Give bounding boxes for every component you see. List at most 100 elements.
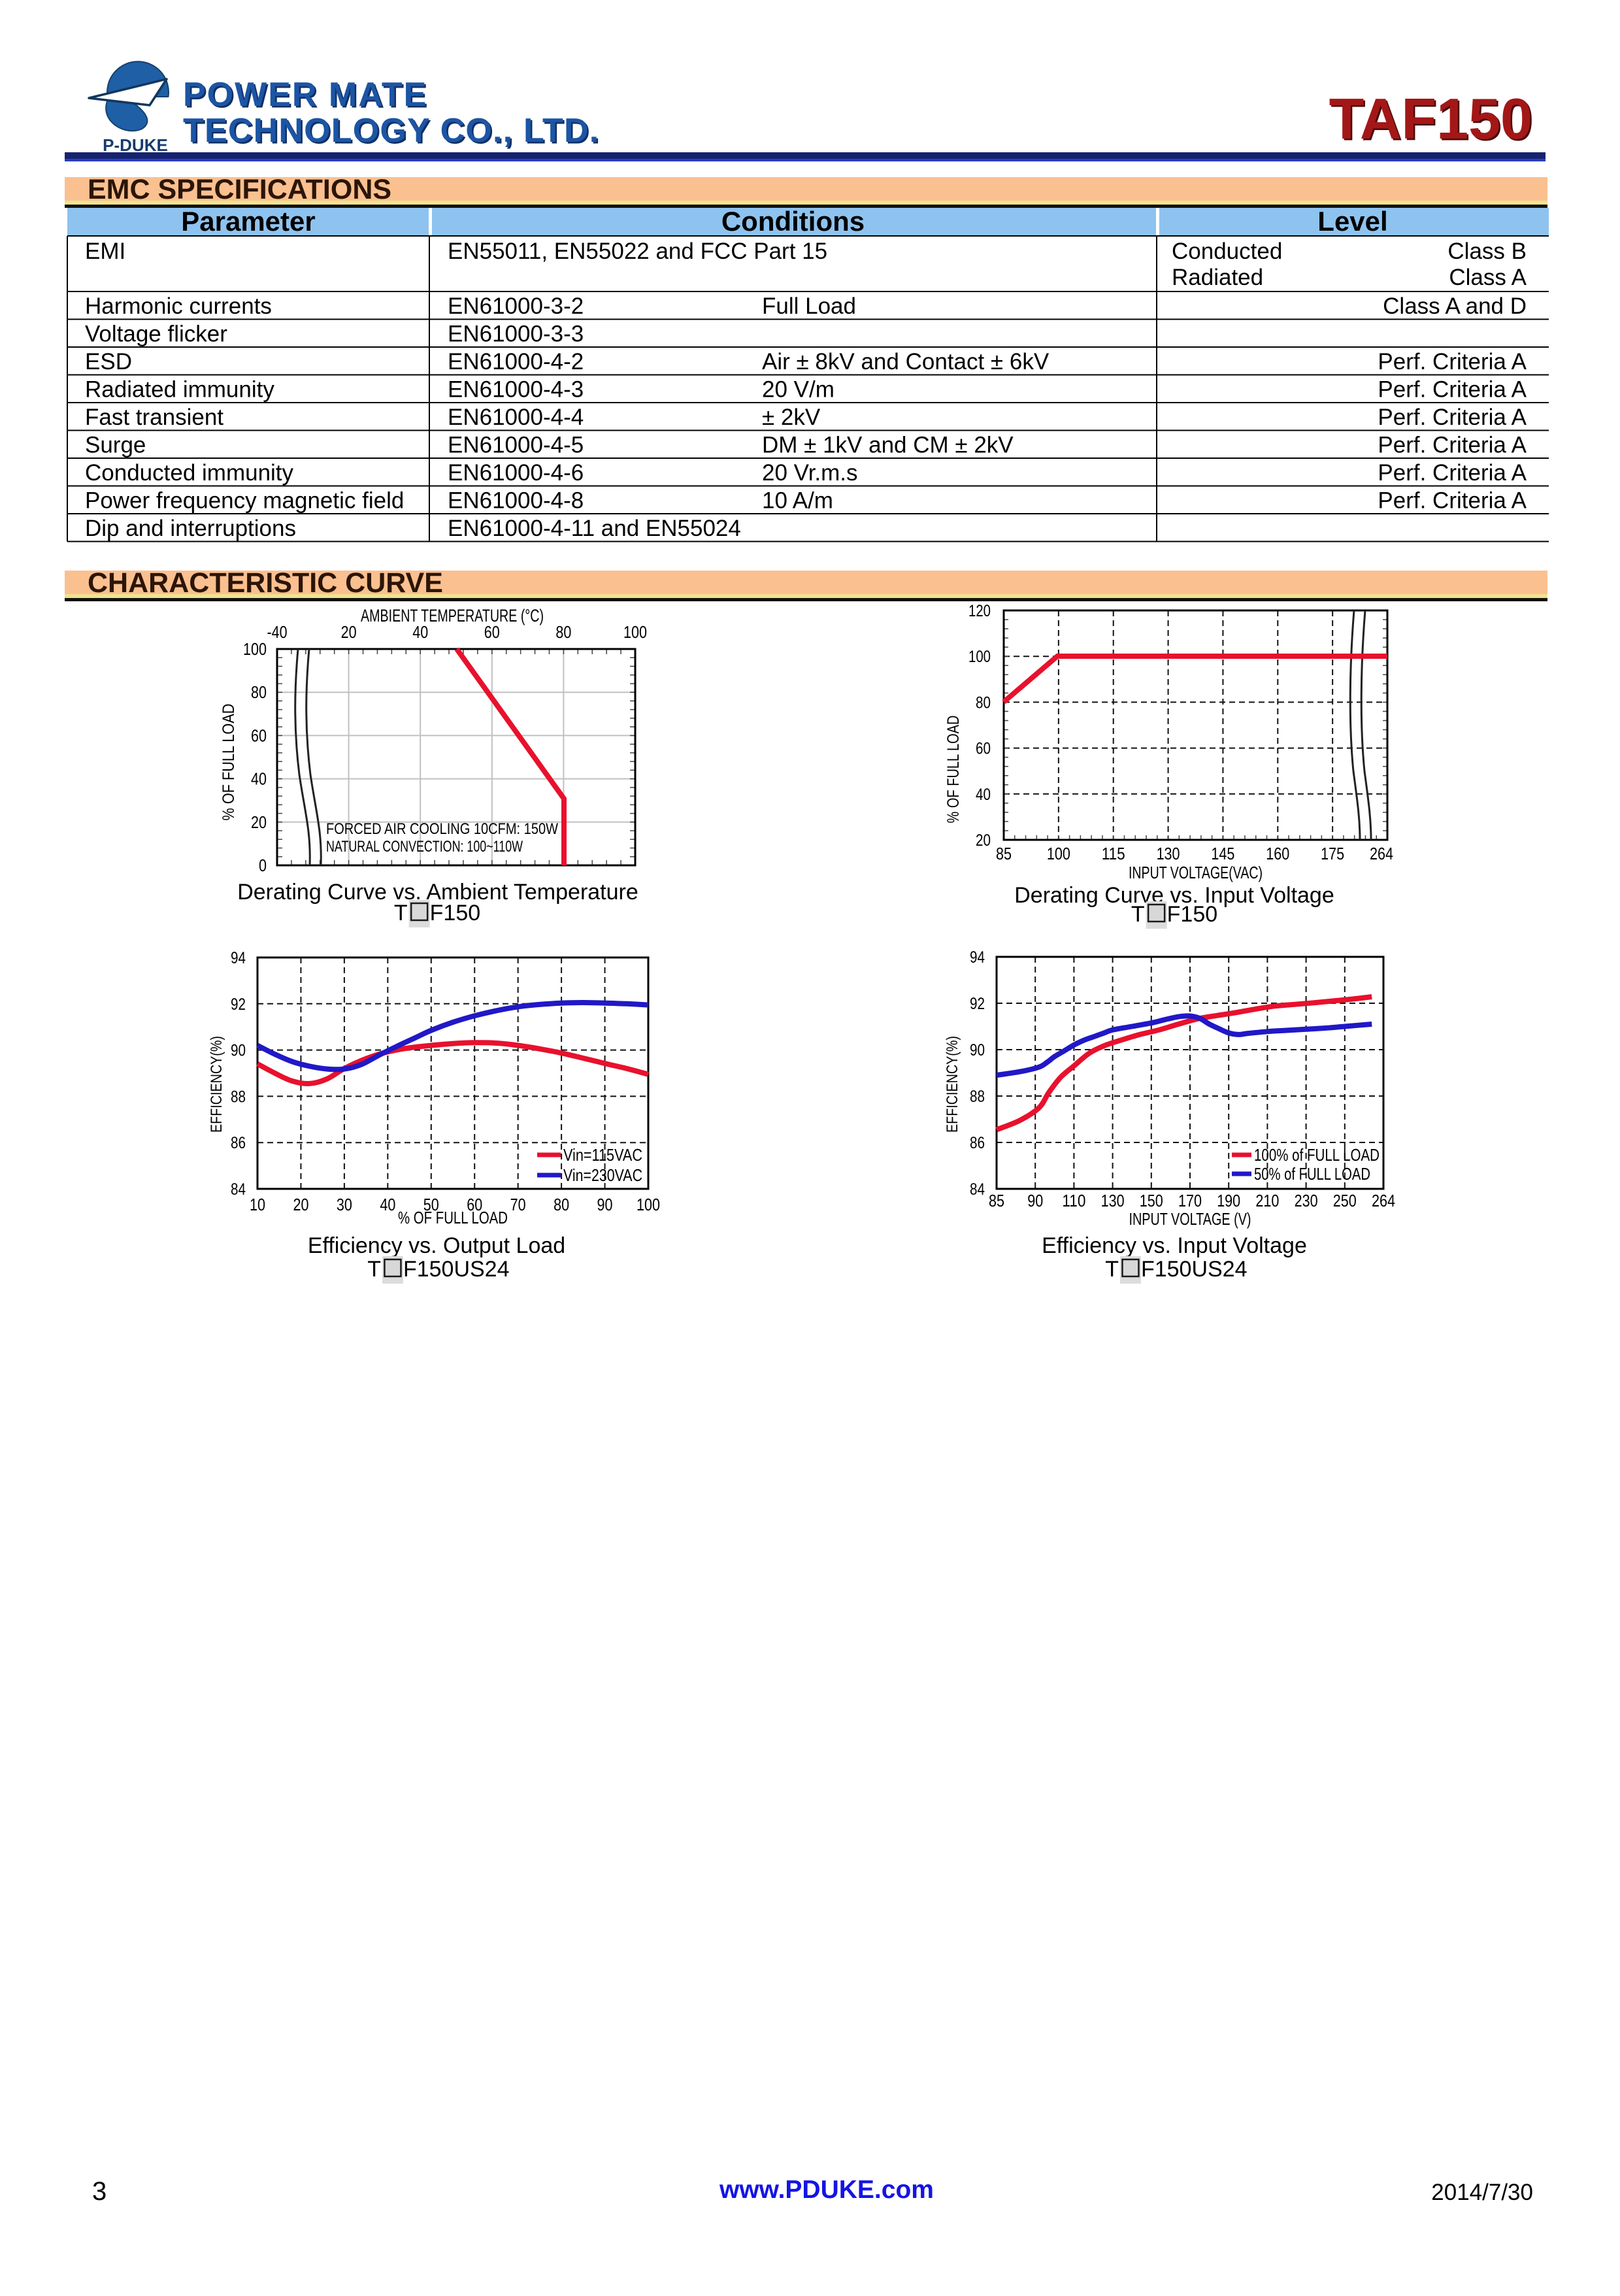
svg-text:130: 130	[1157, 844, 1180, 863]
svg-text:CHARACTERISTIC CURVE: CHARACTERISTIC CURVE	[88, 567, 443, 599]
svg-text:60: 60	[467, 1195, 482, 1214]
svg-text:EFFICIENCY(%): EFFICIENCY(%)	[208, 1036, 225, 1133]
svg-text:± 2kV: ± 2kV	[762, 405, 821, 430]
svg-text:150: 150	[1140, 1191, 1163, 1210]
svg-text:88: 88	[231, 1088, 246, 1106]
svg-text:Parameter: Parameter	[181, 206, 315, 237]
svg-text:NATURAL CONVECTION: 100~110W: NATURAL CONVECTION: 100~110W	[326, 838, 523, 856]
svg-text:Radiated: Radiated	[1172, 265, 1263, 290]
svg-text:Conducted immunity: Conducted immunity	[85, 460, 294, 486]
svg-text:3: 3	[92, 2177, 107, 2206]
svg-text:Vin=230VAC: Vin=230VAC	[563, 1165, 642, 1185]
svg-text:20: 20	[976, 831, 991, 850]
svg-text:100: 100	[1047, 844, 1070, 863]
svg-text:Perf. Criteria A: Perf. Criteria A	[1378, 349, 1527, 374]
svg-text:160: 160	[1266, 844, 1289, 863]
svg-text:50% of FULL LOAD: 50% of FULL LOAD	[1254, 1164, 1370, 1184]
svg-text:264: 264	[1372, 1191, 1395, 1210]
svg-text:Fast transient: Fast transient	[85, 405, 223, 430]
svg-text:F150US24: F150US24	[1141, 1257, 1248, 1282]
svg-text:T: T	[1105, 1257, 1119, 1282]
svg-text:80: 80	[976, 693, 991, 712]
svg-text:Surge: Surge	[85, 433, 146, 458]
svg-text:264: 264	[1370, 844, 1393, 863]
svg-text:F150US24: F150US24	[403, 1257, 510, 1282]
svg-text:40: 40	[412, 622, 428, 642]
svg-text:20: 20	[251, 812, 267, 832]
svg-text:90: 90	[1027, 1191, 1043, 1210]
svg-text:F150: F150	[430, 901, 481, 925]
svg-text:0: 0	[259, 856, 267, 875]
svg-text:115: 115	[1102, 844, 1125, 863]
svg-text:50: 50	[423, 1195, 439, 1214]
svg-text:100% of FULL LOAD: 100% of FULL LOAD	[1254, 1145, 1380, 1165]
svg-text:F150: F150	[1167, 902, 1218, 927]
svg-text:Radiated immunity: Radiated immunity	[85, 377, 274, 403]
svg-text:130: 130	[1101, 1191, 1125, 1210]
svg-text:EN61000-4-4: EN61000-4-4	[448, 405, 584, 430]
svg-text:Dip and interruptions: Dip and interruptions	[85, 516, 296, 541]
svg-text:Voltage flicker: Voltage flicker	[85, 322, 227, 347]
svg-text:70: 70	[510, 1195, 526, 1214]
svg-text:EN61000-3-3: EN61000-3-3	[448, 322, 584, 347]
svg-text:84: 84	[231, 1180, 246, 1199]
svg-text:60: 60	[251, 725, 267, 745]
svg-text:230: 230	[1295, 1191, 1318, 1210]
svg-text:92: 92	[970, 995, 985, 1013]
svg-text:TAF150: TAF150	[1331, 88, 1534, 153]
svg-text:Level: Level	[1317, 206, 1387, 237]
svg-text:ESD: ESD	[85, 349, 132, 374]
svg-text:Class B: Class B	[1447, 239, 1527, 264]
svg-text:86: 86	[231, 1134, 246, 1152]
svg-text:DM ± 1kV and CM ± 2kV: DM ± 1kV and CM ± 2kV	[762, 433, 1014, 458]
svg-text:EN61000-3-2: EN61000-3-2	[448, 293, 584, 319]
svg-text:Class A and D: Class A and D	[1383, 293, 1527, 319]
svg-text:10: 10	[250, 1195, 265, 1214]
svg-text:80: 80	[554, 1195, 569, 1214]
svg-text:AMBIENT TEMPERATURE (°C): AMBIENT TEMPERATURE (°C)	[361, 606, 544, 625]
svg-text:175: 175	[1321, 844, 1344, 863]
svg-text:-40: -40	[267, 622, 288, 642]
svg-text:Power frequency magnetic field: Power frequency magnetic field	[85, 488, 404, 514]
svg-text:EN61000-4-11 and EN55024: EN61000-4-11 and EN55024	[448, 516, 741, 541]
svg-text:Conditions: Conditions	[721, 206, 865, 237]
svg-text:TECHNOLOGY CO., LTD.: TECHNOLOGY CO., LTD.	[185, 114, 601, 152]
svg-text:INPUT VOLTAGE (V): INPUT VOLTAGE (V)	[1129, 1209, 1251, 1229]
svg-text:Vin=115VAC: Vin=115VAC	[563, 1145, 642, 1165]
svg-text:T: T	[1131, 902, 1145, 927]
svg-text:92: 92	[231, 995, 246, 1014]
svg-text:40: 40	[976, 786, 991, 804]
svg-text:EMC SPECIFICATIONS: EMC SPECIFICATIONS	[88, 174, 391, 205]
svg-text:40: 40	[380, 1195, 395, 1214]
svg-text:88: 88	[970, 1088, 985, 1106]
svg-text:P-DUKE: P-DUKE	[103, 135, 168, 155]
svg-text:Perf. Criteria A: Perf. Criteria A	[1378, 433, 1527, 458]
svg-text:110: 110	[1062, 1191, 1085, 1210]
svg-text:Perf. Criteria A: Perf. Criteria A	[1378, 377, 1527, 403]
svg-text:94: 94	[231, 949, 246, 967]
svg-text:EN61000-4-5: EN61000-4-5	[448, 433, 584, 458]
svg-text:Conducted: Conducted	[1172, 239, 1282, 264]
svg-text:% OF FULL LOAD: % OF FULL LOAD	[220, 704, 238, 821]
svg-text:10 A/m: 10 A/m	[762, 488, 833, 514]
svg-text:100: 100	[623, 622, 647, 642]
svg-text:EN61000-4-2: EN61000-4-2	[448, 349, 584, 374]
svg-text:TECHNOLOGY CO., LTD.: TECHNOLOGY CO., LTD.	[183, 112, 599, 150]
svg-text:20: 20	[293, 1195, 308, 1214]
svg-text:T: T	[394, 901, 408, 925]
svg-text:Efficiency vs. Output Load: Efficiency vs. Output Load	[308, 1233, 565, 1258]
svg-text:2014/7/30: 2014/7/30	[1431, 2180, 1533, 2205]
svg-text:90: 90	[231, 1042, 246, 1060]
svg-text:Derating Curve vs. Input Volta: Derating Curve vs. Input Voltage	[1014, 883, 1334, 908]
svg-text:120: 120	[968, 602, 991, 620]
svg-text:INPUT VOLTAGE(VAC): INPUT VOLTAGE(VAC)	[1129, 863, 1263, 882]
svg-text:Perf. Criteria A: Perf. Criteria A	[1378, 405, 1527, 430]
svg-text:EFFICIENCY(%): EFFICIENCY(%)	[944, 1036, 961, 1133]
svg-text:90: 90	[970, 1041, 985, 1059]
svg-text:100: 100	[968, 648, 991, 666]
svg-text:www.PDUKE.com: www.PDUKE.com	[719, 2176, 934, 2204]
svg-text:Class A: Class A	[1449, 265, 1527, 290]
svg-text:Perf. Criteria A: Perf. Criteria A	[1378, 488, 1527, 514]
svg-text:% OF FULL LOAD: % OF FULL LOAD	[398, 1208, 508, 1227]
svg-text:190: 190	[1217, 1191, 1240, 1210]
